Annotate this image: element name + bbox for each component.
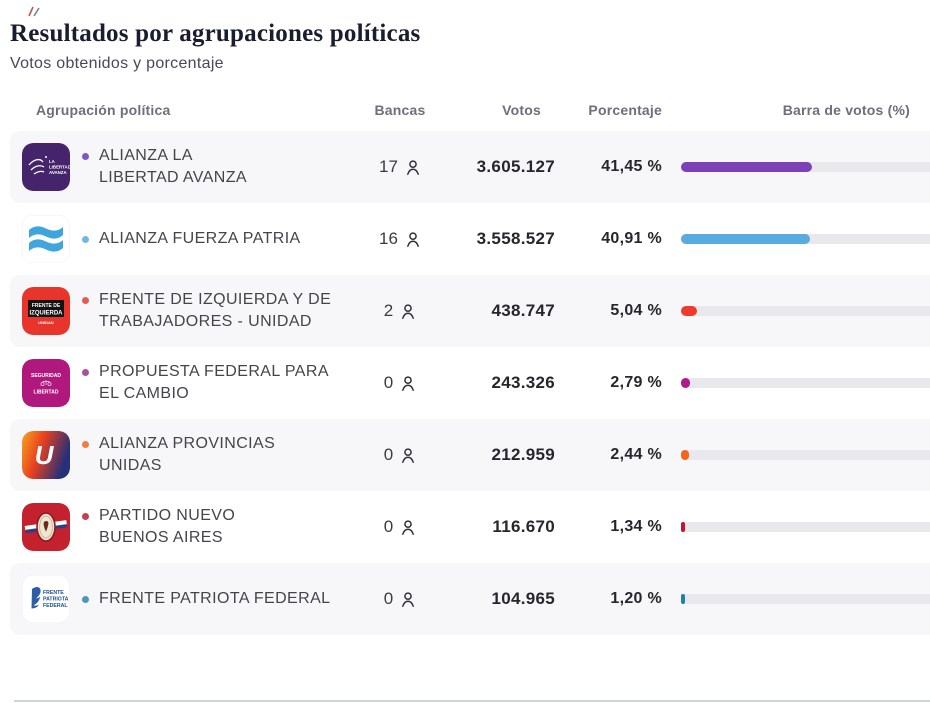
table-header-row: Agrupación política Bancas Votos Porcent…	[10, 89, 930, 131]
seats-value: 0	[383, 445, 394, 464]
vote-bar-track	[681, 162, 930, 172]
frente-patriota-federal-logo: FRENTE PATRIOTA FEDERAL	[22, 575, 70, 623]
table-row[interactable]: ALIANZA FUERZA PATRIA 16 3.558.527 40,91…	[10, 203, 930, 275]
vote-bar-fill	[681, 378, 690, 388]
propuesta-federal-logo: SEGURIDAD LIBERTAD	[22, 359, 70, 407]
svg-text:FRENTE DE: FRENTE DE	[32, 303, 61, 309]
column-header-votes: Votos	[502, 102, 541, 118]
frente-de-izquierda-logo: FRENTE DE IZQUIERDA UNIDAD	[22, 287, 70, 335]
svg-text:FRENTE: FRENTE	[43, 590, 64, 596]
percent-value: 1,34 %	[610, 518, 662, 535]
seats-value: 16	[379, 229, 398, 248]
person-icon	[402, 375, 415, 391]
party-name: PROPUESTA FEDERAL PARA EL CAMBIO	[99, 363, 329, 402]
votes-value: 3.558.527	[476, 229, 555, 248]
votes-value: 212.959	[491, 445, 555, 464]
percent-value: 41,45 %	[601, 158, 662, 175]
party-color-dot	[82, 595, 89, 603]
page-header: Resultados por agrupaciones políticas Vo…	[0, 0, 930, 73]
page-subtitle: Votos obtenidos y porcentaje	[10, 55, 224, 72]
page-title: Resultados por agrupaciones políticas	[10, 20, 421, 47]
party-color-dot	[82, 152, 89, 160]
percent-value: 2,79 %	[610, 374, 662, 391]
table-row[interactable]: FRENTE DE IZQUIERDA UNIDAD FRENTE DE IZQ…	[10, 275, 930, 347]
votes-value: 116.670	[492, 517, 555, 536]
vote-bar-track	[681, 594, 930, 604]
party-name: ALIANZA PROVINCIAS UNIDAS	[99, 435, 276, 474]
vote-bar-track	[681, 378, 930, 388]
svg-text:LIBERTAD: LIBERTAD	[49, 165, 70, 170]
svg-text:LA: LA	[49, 159, 56, 164]
vote-bar-fill	[681, 450, 689, 460]
provincias-unidas-logo: U	[22, 431, 70, 479]
partido-nuevo-ba-logo	[22, 503, 70, 551]
vote-bar-track	[681, 306, 930, 316]
party-name: FRENTE PATRIOTA FEDERAL	[99, 590, 331, 607]
column-header-seats: Bancas	[374, 102, 426, 118]
svg-text:PATRIOTA: PATRIOTA	[43, 597, 69, 603]
party-color-dot	[82, 512, 89, 520]
svg-text:AVANZA: AVANZA	[49, 170, 67, 175]
svg-text:SEGURIDAD: SEGURIDAD	[31, 373, 61, 379]
vote-bar-fill	[681, 306, 697, 316]
seats-value: 2	[383, 301, 394, 320]
percent-value: 1,20 %	[610, 590, 662, 607]
party-color-dot	[82, 368, 89, 376]
horizontal-scrollbar-track[interactable]	[14, 700, 930, 702]
vote-bar-track	[681, 234, 930, 244]
scales-icon	[40, 380, 52, 387]
column-header-bar: Barra de votos (%)	[782, 102, 910, 118]
svg-text:LIBERTAD: LIBERTAD	[34, 390, 59, 396]
person-icon	[407, 159, 419, 175]
percent-value: 40,91 %	[601, 230, 662, 247]
column-header-party: Agrupación política	[36, 102, 171, 118]
table-row[interactable]: SEGURIDAD LIBERTAD PROPUESTA FEDERAL PAR…	[10, 347, 930, 419]
vote-bar-fill	[681, 594, 685, 604]
percent-value: 5,04 %	[610, 302, 662, 319]
party-color-dot	[82, 440, 89, 448]
vote-bar-fill	[681, 162, 812, 172]
svg-text:U: U	[35, 440, 55, 470]
svg-text:FEDERAL: FEDERAL	[43, 603, 68, 609]
svg-text:UNIDAD: UNIDAD	[38, 320, 54, 325]
person-icon	[402, 303, 415, 319]
party-name: ALIANZA FUERZA PATRIA	[99, 230, 301, 247]
party-color-dot	[82, 296, 89, 304]
column-header-percent: Porcentaje	[588, 102, 662, 118]
person-icon	[407, 231, 419, 247]
table-row[interactable]: FRENTE PATRIOTA FEDERAL FRENTE PATRIOTA …	[10, 563, 930, 635]
votes-value: 3.605.127	[476, 157, 555, 176]
la-libertad-avanza-logo: LA LIBERTAD AVANZA	[22, 143, 70, 191]
results-table: Agrupación política Bancas Votos Porcent…	[10, 89, 930, 635]
vote-bar-fill	[681, 522, 686, 532]
seats-value: 0	[383, 517, 394, 536]
seats-value: 17	[379, 157, 398, 176]
vote-bar-track	[681, 522, 930, 532]
svg-text:IZQUIERDA: IZQUIERDA	[30, 311, 64, 317]
vote-bar-track	[681, 450, 930, 460]
person-icon	[402, 519, 415, 535]
seats-value: 0	[383, 373, 394, 392]
percent-value: 2,44 %	[610, 446, 662, 463]
table-row[interactable]: U ALIANZA PROVINCIAS UNIDAS 0 212.959 2,…	[10, 419, 930, 491]
fuerza-patria-logo	[22, 215, 70, 263]
table-row[interactable]: PARTIDO NUEVO BUENOS AIRES 0 116.670 1,3…	[10, 491, 930, 563]
table-row[interactable]: LA LIBERTAD AVANZA ALIANZA LA LIBERTAD A…	[10, 131, 930, 203]
person-icon	[402, 447, 415, 463]
party-name: FRENTE DE IZQUIERDA Y DE TRABAJADORES - …	[99, 291, 332, 330]
votes-value: 104.965	[491, 589, 555, 608]
corner-logo-fragment	[28, 4, 42, 22]
person-icon	[402, 591, 415, 607]
vote-bar-fill	[681, 234, 811, 244]
party-color-dot	[82, 235, 89, 243]
votes-value: 243.326	[491, 373, 555, 392]
seats-value: 0	[383, 589, 394, 608]
party-name: ALIANZA LA LIBERTAD AVANZA	[99, 147, 247, 186]
votes-value: 438.747	[491, 301, 555, 320]
party-name: PARTIDO NUEVO BUENOS AIRES	[99, 507, 236, 546]
